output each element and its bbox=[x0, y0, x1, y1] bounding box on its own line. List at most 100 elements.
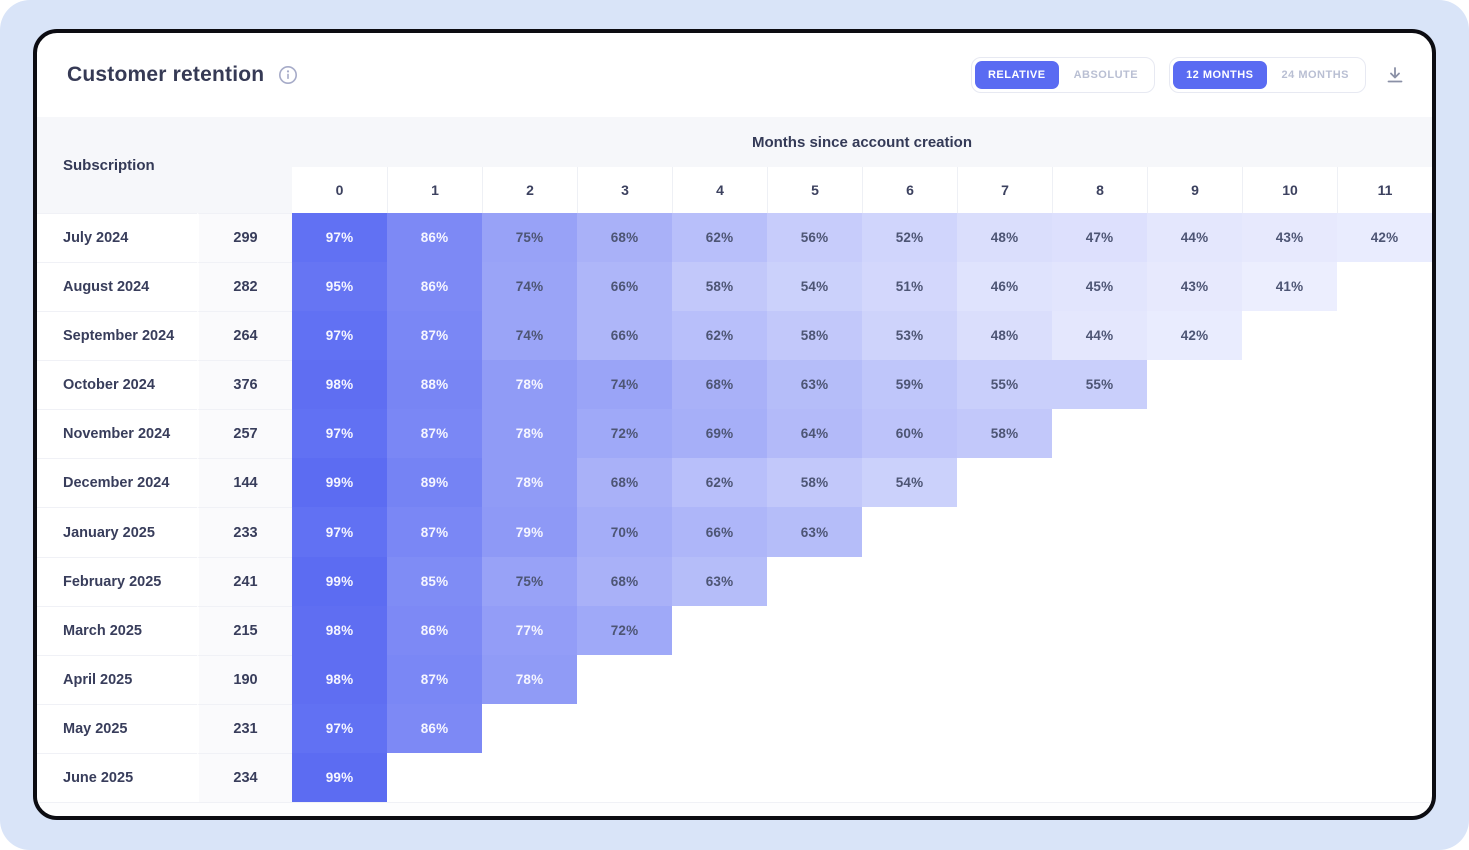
cohort-label: August 2024 bbox=[37, 262, 197, 312]
heat-cell: 41% bbox=[1242, 262, 1337, 312]
heat-cell: 42% bbox=[1147, 311, 1242, 361]
heat-cell: 77% bbox=[482, 605, 577, 655]
heat-cell-empty bbox=[1337, 655, 1432, 704]
heat-cell: 45% bbox=[1052, 262, 1147, 312]
heat-cell: 43% bbox=[1242, 213, 1337, 263]
months-since-creation-header: Months since account creation bbox=[292, 117, 1432, 167]
heat-cell: 48% bbox=[957, 311, 1052, 361]
heat-cell: 87% bbox=[387, 654, 482, 704]
heat-cell: 70% bbox=[577, 507, 672, 557]
retention-table: Subscription Months since account creati… bbox=[37, 117, 1432, 816]
toggle-24-months[interactable]: 24 MONTHS bbox=[1281, 69, 1349, 81]
heat-cell: 54% bbox=[862, 458, 957, 508]
heat-cell: 60% bbox=[862, 409, 957, 459]
heat-cell-empty bbox=[767, 655, 862, 704]
cohort-count: 215 bbox=[197, 605, 292, 655]
heat-cell-empty bbox=[1242, 557, 1337, 606]
heat-cell-empty bbox=[957, 606, 1052, 655]
heat-cell: 97% bbox=[292, 409, 387, 459]
month-col-header-10: 10 bbox=[1242, 167, 1337, 213]
cohort-label: June 2025 bbox=[37, 752, 197, 802]
heat-cell: 98% bbox=[292, 605, 387, 655]
heat-cell-empty bbox=[1242, 507, 1337, 556]
cohort-count: 231 bbox=[197, 703, 292, 753]
heat-cell-empty bbox=[1337, 704, 1432, 753]
heat-cell: 51% bbox=[862, 262, 957, 312]
heat-cell-empty bbox=[957, 507, 1052, 556]
toggle-relative[interactable]: RELATIVE bbox=[974, 61, 1059, 89]
cohort-label: September 2024 bbox=[37, 311, 197, 361]
heat-cell: 55% bbox=[957, 360, 1052, 410]
month-col-header-6: 6 bbox=[862, 167, 957, 213]
heat-cell: 62% bbox=[672, 213, 767, 263]
cohort-label: December 2024 bbox=[37, 458, 197, 508]
heat-cell-empty bbox=[1337, 606, 1432, 655]
month-col-header-7: 7 bbox=[957, 167, 1052, 213]
cohort-label: October 2024 bbox=[37, 360, 197, 410]
heat-cell-empty bbox=[672, 704, 767, 753]
heat-cell: 66% bbox=[672, 507, 767, 557]
heat-cell-empty bbox=[862, 753, 957, 802]
heat-cell: 78% bbox=[482, 654, 577, 704]
heat-cell: 56% bbox=[767, 213, 862, 263]
heat-cell: 63% bbox=[767, 507, 862, 557]
cohort-label: July 2024 bbox=[37, 213, 197, 263]
heat-cell-empty bbox=[957, 753, 1052, 802]
heat-cell-empty bbox=[1147, 704, 1242, 753]
heat-cell-empty bbox=[1337, 507, 1432, 556]
heat-cell-empty bbox=[1242, 704, 1337, 753]
heat-cell: 74% bbox=[482, 311, 577, 361]
heat-cell: 58% bbox=[957, 409, 1052, 459]
heat-cell: 69% bbox=[672, 409, 767, 459]
heat-cell-empty bbox=[767, 704, 862, 753]
heat-cell: 44% bbox=[1052, 311, 1147, 361]
heat-cell-empty bbox=[1147, 409, 1242, 458]
month-col-header-3: 3 bbox=[577, 167, 672, 213]
heat-cell: 98% bbox=[292, 654, 387, 704]
info-icon[interactable] bbox=[278, 65, 298, 85]
heat-cell-empty bbox=[1052, 409, 1147, 458]
heat-cell-empty bbox=[577, 704, 672, 753]
heat-cell-empty bbox=[862, 606, 957, 655]
heat-cell-empty bbox=[957, 458, 1052, 507]
heat-cell-empty bbox=[1147, 606, 1242, 655]
heat-cell-empty bbox=[577, 655, 672, 704]
heat-cell: 55% bbox=[1052, 360, 1147, 410]
heat-cell-empty bbox=[1052, 753, 1147, 802]
heat-cell: 43% bbox=[1147, 262, 1242, 312]
heat-cell-empty bbox=[1242, 606, 1337, 655]
heat-cell: 88% bbox=[387, 360, 482, 410]
heat-cell-empty bbox=[1337, 360, 1432, 409]
heat-cell: 98% bbox=[292, 360, 387, 410]
heat-cell-empty bbox=[1052, 655, 1147, 704]
heat-cell: 75% bbox=[482, 556, 577, 606]
subscription-column-header: Subscription bbox=[37, 117, 292, 213]
cohort-count: 233 bbox=[197, 507, 292, 557]
heat-cell-empty bbox=[1052, 606, 1147, 655]
heat-cell-empty bbox=[862, 557, 957, 606]
heat-cell: 63% bbox=[767, 360, 862, 410]
heat-cell: 89% bbox=[387, 458, 482, 508]
heat-cell-empty bbox=[1052, 557, 1147, 606]
heat-cell: 68% bbox=[672, 360, 767, 410]
page-title: Customer retention bbox=[67, 63, 265, 86]
toggle-12-months[interactable]: 12 MONTHS bbox=[1173, 61, 1267, 89]
heat-cell: 74% bbox=[577, 360, 672, 410]
heat-cell: 42% bbox=[1337, 213, 1432, 263]
toggle-absolute[interactable]: ABSOLUTE bbox=[1073, 69, 1139, 81]
month-col-header-2: 2 bbox=[482, 167, 577, 213]
heat-cell-empty bbox=[387, 753, 482, 802]
heat-cell: 99% bbox=[292, 752, 387, 802]
card-header: Customer retention RELATIVE ABSOLUTE 12 M… bbox=[37, 33, 1432, 117]
cohort-count: 282 bbox=[197, 262, 292, 312]
heat-cell: 99% bbox=[292, 458, 387, 508]
heat-cell-empty bbox=[1242, 409, 1337, 458]
download-icon[interactable] bbox=[1384, 64, 1406, 86]
heat-cell-empty bbox=[957, 704, 1052, 753]
heat-cell: 68% bbox=[577, 556, 672, 606]
heat-cell: 68% bbox=[577, 458, 672, 508]
month-col-header-9: 9 bbox=[1147, 167, 1242, 213]
month-col-header-1: 1 bbox=[387, 167, 482, 213]
heat-cell: 95% bbox=[292, 262, 387, 312]
heat-cell-empty bbox=[1242, 360, 1337, 409]
